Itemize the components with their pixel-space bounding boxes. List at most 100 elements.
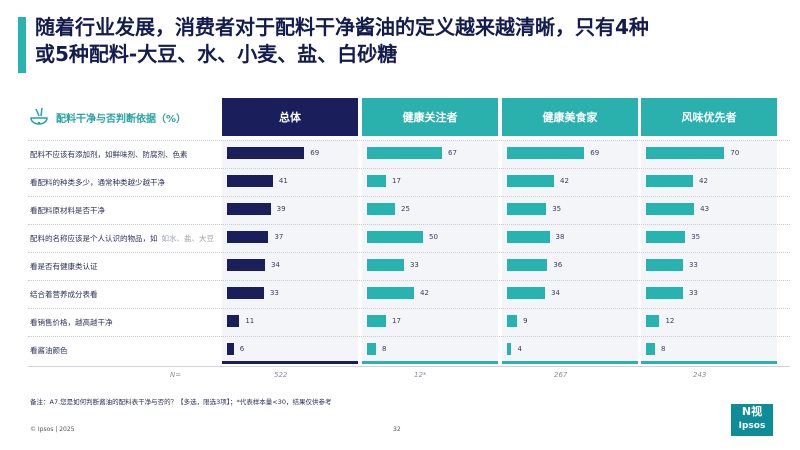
bar	[367, 147, 443, 159]
bar-value-label: 38	[555, 233, 565, 241]
bar	[227, 287, 264, 299]
bar	[507, 203, 547, 215]
category-label-example: 如水、盐、大豆	[161, 234, 215, 243]
n-value-0: 522	[274, 371, 288, 379]
bar-value-label: 25	[401, 205, 410, 213]
bar-value-label: 12	[665, 317, 675, 325]
bar	[646, 315, 660, 327]
bar-value-label: 33	[409, 261, 419, 269]
n-value-3: 243	[693, 371, 707, 379]
bar-value-label: 17	[392, 177, 401, 185]
bar	[646, 231, 686, 243]
bar	[367, 203, 395, 215]
row-separator	[28, 280, 790, 281]
bar-value-label: 43	[700, 205, 710, 213]
bar-value-label: 37	[274, 233, 284, 241]
chart-title: 配料干净与否判断依据（%）	[56, 113, 187, 125]
footnote: 备注：A7.您是如何判断酱油的配料表干净与否的？【多选，限选3项】；*代表样本量…	[30, 398, 332, 406]
n-label: N=	[170, 371, 182, 379]
bar	[367, 315, 387, 327]
bar	[367, 287, 415, 299]
bar	[646, 203, 695, 215]
bar-value-label: 39	[276, 205, 286, 213]
bar-value-label: 8	[660, 345, 666, 353]
bar	[227, 175, 273, 187]
bar	[367, 259, 404, 271]
copyright: © Ipsos | 2025	[30, 426, 75, 433]
bar-value-label: 42	[560, 177, 569, 185]
column-header-3: 风味优先者	[641, 98, 777, 136]
category-label: 配料的名称应该是个人认识的物品，如 如水、盐、大豆	[30, 233, 214, 244]
bar-value-label: 35	[691, 233, 701, 241]
logo-bottom-text: Ipsos	[738, 421, 766, 431]
bar-value-label: 11	[245, 317, 255, 325]
category-label-text: 看配料的种类多少，通常种类越少越干净	[30, 178, 165, 187]
bar	[507, 147, 585, 159]
ipsos-logo: N视 Ipsos	[731, 404, 773, 436]
bar-value-label: 70	[730, 149, 740, 157]
bar	[507, 259, 548, 271]
bar	[507, 315, 518, 327]
category-label: 看配料的种类多少，通常种类越少越干净	[30, 177, 165, 188]
category-label: 看酱油颜色	[30, 345, 68, 356]
column-bottom-edge-3	[641, 361, 777, 364]
bar	[507, 287, 546, 299]
category-label-text: 看配料原材料是否干净	[30, 206, 105, 215]
title-line-1: 随着行业发展，消费者对于配料干净酱油的定义越来越清晰，只有4种	[35, 15, 649, 39]
column-bottom-edge-1	[362, 361, 498, 364]
bar	[646, 343, 655, 355]
page-number: 32	[393, 426, 401, 433]
category-label: 看销售价格，越高越干净	[30, 317, 113, 328]
row-separator	[28, 252, 790, 253]
bar	[367, 175, 387, 187]
bar-value-label: 33	[688, 261, 698, 269]
bar	[507, 231, 550, 243]
category-label-text: 看是否有健康类认证	[30, 262, 98, 271]
column-header-0: 总体	[222, 98, 358, 136]
category-label-text: 配料的名称应该是个人认识的物品，如	[30, 234, 158, 243]
bar-value-label: 34	[551, 289, 560, 297]
column-bottom-edge-2	[502, 361, 638, 364]
bar	[227, 203, 271, 215]
bar	[646, 287, 683, 299]
bar	[646, 175, 694, 187]
bar-value-label: 9	[523, 317, 528, 325]
bar	[646, 147, 725, 159]
bar	[367, 231, 423, 243]
bar-value-label: 67	[448, 149, 457, 157]
row-separator	[28, 224, 790, 225]
title-accent-bar	[18, 17, 26, 73]
n-row-rule	[28, 366, 790, 367]
bar	[227, 231, 269, 243]
column-header-1: 健康关注者	[362, 98, 498, 136]
bar-value-label: 36	[553, 261, 563, 269]
bar-value-label: 69	[590, 149, 600, 157]
bar	[227, 315, 240, 327]
n-value-2: 267	[554, 371, 568, 379]
ingredients-icon	[30, 107, 48, 125]
bar-value-label: 35	[552, 205, 562, 213]
chart-legend-header: 配料干净与否判断依据（%）	[28, 104, 186, 130]
category-label: 配料不应该有添加剂，如鲜味剂、防腐剂、色素	[30, 149, 188, 160]
row-separator	[28, 196, 790, 197]
row-separator	[28, 140, 790, 141]
page-title: 随着行业发展，消费者对于配料干净酱油的定义越来越清晰，只有4种 或5种配料-大豆…	[35, 14, 775, 68]
title-line-2: 或5种配料-大豆、水、小麦、盐、白砂糖	[35, 42, 398, 66]
category-label: 看配料原材料是否干净	[30, 205, 105, 216]
category-label-text: 看酱油颜色	[30, 346, 68, 355]
bar	[227, 343, 234, 355]
bar-value-label: 42	[420, 289, 429, 297]
bar-value-label: 33	[269, 289, 279, 297]
bar-value-label: 69	[310, 149, 320, 157]
category-label-text: 配料不应该有添加剂，如鲜味剂、防腐剂、色素	[30, 150, 188, 159]
logo-top-text: N视	[741, 405, 763, 418]
bar	[367, 343, 376, 355]
bar	[507, 343, 512, 355]
row-separator	[28, 308, 790, 309]
bar-value-label: 33	[688, 289, 698, 297]
column-header-2: 健康美食家	[502, 98, 638, 136]
bar-value-label: 34	[271, 261, 280, 269]
n-value-1: 12*	[414, 371, 427, 379]
category-label: 看是否有健康类认证	[30, 261, 98, 272]
bar-value-label: 6	[239, 345, 245, 353]
